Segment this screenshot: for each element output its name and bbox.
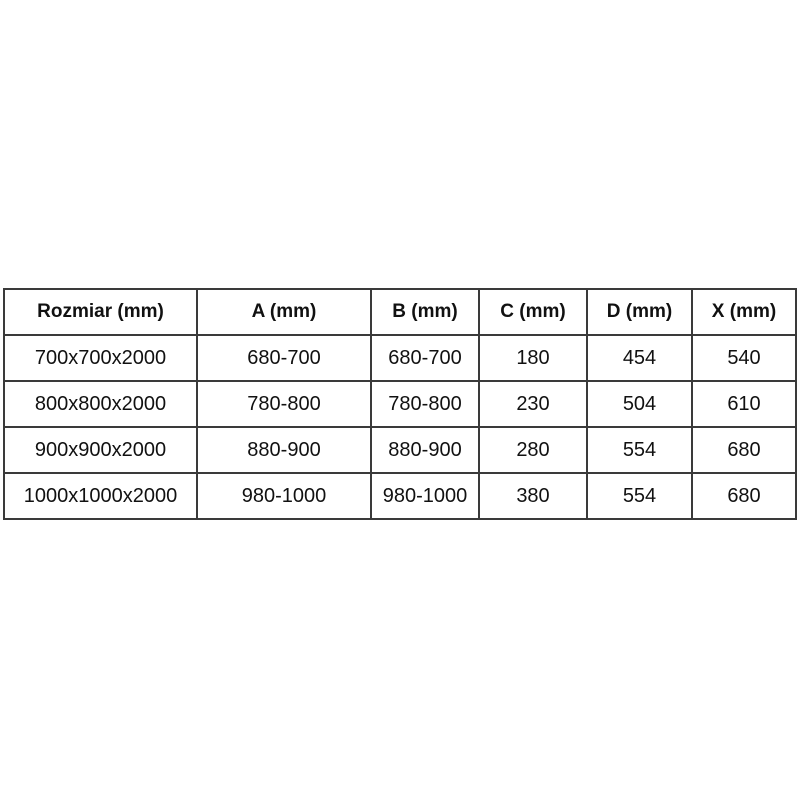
table-row: 800x800x2000 780-800 780-800 230 504 610 xyxy=(3,380,797,428)
header-row: Rozmiar (mm) A (mm) B (mm) C (mm) D (mm)… xyxy=(3,288,797,336)
cell-b: 680-700 xyxy=(370,334,480,382)
cell-b: 880-900 xyxy=(370,426,480,474)
cell-b: 780-800 xyxy=(370,380,480,428)
cell-x: 610 xyxy=(691,380,797,428)
cell-d: 454 xyxy=(586,334,693,382)
table-row: 900x900x2000 880-900 880-900 280 554 680 xyxy=(3,426,797,474)
cell-d: 554 xyxy=(586,472,693,520)
column-header-c: C (mm) xyxy=(478,288,588,336)
column-header-b: B (mm) xyxy=(370,288,480,336)
cell-c: 380 xyxy=(478,472,588,520)
column-header-x: X (mm) xyxy=(691,288,797,336)
cell-c: 230 xyxy=(478,380,588,428)
cell-x: 680 xyxy=(691,472,797,520)
cell-size: 1000x1000x2000 xyxy=(3,472,198,520)
table-row: 1000x1000x2000 980-1000 980-1000 380 554… xyxy=(3,472,797,520)
cell-a: 880-900 xyxy=(196,426,372,474)
cell-a: 780-800 xyxy=(196,380,372,428)
table-row: 700x700x2000 680-700 680-700 180 454 540 xyxy=(3,334,797,382)
cell-size: 900x900x2000 xyxy=(3,426,198,474)
cell-x: 540 xyxy=(691,334,797,382)
cell-d: 554 xyxy=(586,426,693,474)
cell-b: 980-1000 xyxy=(370,472,480,520)
cell-x: 680 xyxy=(691,426,797,474)
cell-d: 504 xyxy=(586,380,693,428)
column-header-d: D (mm) xyxy=(586,288,693,336)
column-header-rozmiar: Rozmiar (mm) xyxy=(3,288,198,336)
dimensions-table: Rozmiar (mm) A (mm) B (mm) C (mm) D (mm)… xyxy=(3,288,797,520)
cell-size: 800x800x2000 xyxy=(3,380,198,428)
cell-c: 280 xyxy=(478,426,588,474)
cell-a: 680-700 xyxy=(196,334,372,382)
cell-a: 980-1000 xyxy=(196,472,372,520)
cell-c: 180 xyxy=(478,334,588,382)
cell-size: 700x700x2000 xyxy=(3,334,198,382)
column-header-a: A (mm) xyxy=(196,288,372,336)
